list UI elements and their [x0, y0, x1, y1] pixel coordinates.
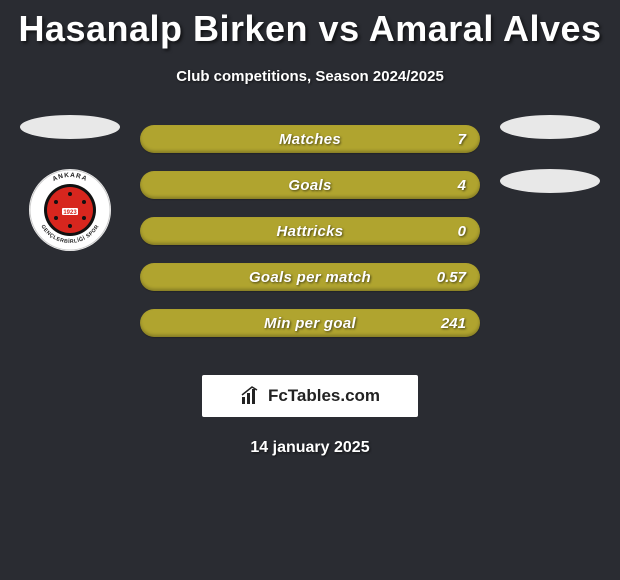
genclerbirligi-badge: 1923 ANKARA GENÇLERBİRLİĞİ SPOR: [29, 169, 111, 251]
stat-bars: Matches 7 Goals 4 Hattricks 0 Goals per …: [140, 125, 480, 337]
club-badge-icon: 1923 ANKARA GENÇLERBİRLİĞİ SPOR: [29, 169, 111, 251]
stat-bar-goals: Goals 4: [140, 171, 480, 199]
stat-value: 0.57: [437, 269, 466, 286]
stat-label: Goals: [288, 177, 331, 194]
stat-label: Min per goal: [264, 315, 356, 332]
bar-chart-icon: [240, 385, 262, 407]
player-placeholder-right-2: [500, 169, 600, 193]
brand-label: FcTables.com: [268, 386, 380, 406]
page-title: Hasanalp Birken vs Amaral Alves: [0, 0, 620, 50]
player-placeholder-left: [20, 115, 120, 139]
stat-bar-goals-per-match: Goals per match 0.57: [140, 263, 480, 291]
stat-label: Matches: [279, 131, 341, 148]
svg-text:1923: 1923: [63, 210, 77, 216]
stat-bar-min-per-goal: Min per goal 241: [140, 309, 480, 337]
stat-bar-hattricks: Hattricks 0: [140, 217, 480, 245]
stat-label: Hattricks: [277, 223, 344, 240]
brand-box[interactable]: FcTables.com: [202, 375, 418, 417]
stat-value: 0: [458, 223, 466, 240]
left-column: 1923 ANKARA GENÇLERBİRLİĞİ SPOR: [0, 115, 140, 251]
player-placeholder-right-1: [500, 115, 600, 139]
stat-value: 4: [458, 177, 466, 194]
subtitle: Club competitions, Season 2024/2025: [0, 68, 620, 85]
date-line: 14 january 2025: [0, 439, 620, 457]
stat-label: Goals per match: [249, 269, 371, 286]
stat-value: 241: [441, 315, 466, 332]
stat-bar-matches: Matches 7: [140, 125, 480, 153]
stat-value: 7: [458, 131, 466, 148]
comparison-area: 1923 ANKARA GENÇLERBİRLİĞİ SPOR Matches …: [0, 125, 620, 345]
right-column: [480, 115, 620, 193]
